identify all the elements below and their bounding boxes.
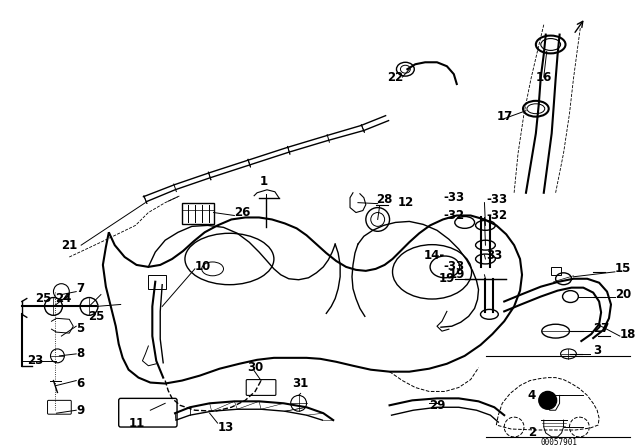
Text: -32: -32 <box>444 209 465 222</box>
Text: 19: 19 <box>448 268 465 281</box>
Text: 6: 6 <box>76 377 84 390</box>
Text: 16: 16 <box>536 71 552 84</box>
Text: 1: 1 <box>260 175 268 188</box>
Text: 33: 33 <box>486 249 502 262</box>
Text: -33: -33 <box>444 191 465 204</box>
Text: 5: 5 <box>76 322 84 335</box>
Text: 20: 20 <box>615 288 631 301</box>
Text: 10: 10 <box>195 260 211 273</box>
Text: 26: 26 <box>234 206 251 219</box>
Text: -33: -33 <box>486 193 508 206</box>
Text: 19: 19 <box>438 272 455 285</box>
Text: 13: 13 <box>218 421 234 434</box>
Text: 30: 30 <box>247 361 264 374</box>
Text: 31: 31 <box>292 378 308 391</box>
Text: 14-: 14- <box>424 249 445 262</box>
Text: 18: 18 <box>620 327 636 340</box>
Text: 25: 25 <box>88 310 104 323</box>
Text: 11: 11 <box>129 417 145 430</box>
Text: 21: 21 <box>61 239 77 252</box>
Text: 23: 23 <box>27 354 43 367</box>
Text: 22: 22 <box>388 71 404 84</box>
Text: -32: -32 <box>486 209 508 222</box>
Text: 25: 25 <box>35 292 52 305</box>
Circle shape <box>539 392 557 409</box>
Text: 17: 17 <box>496 110 513 123</box>
Text: 9: 9 <box>76 404 84 417</box>
Text: 4: 4 <box>527 389 536 402</box>
Text: 24: 24 <box>55 292 72 305</box>
Text: 15: 15 <box>615 263 631 276</box>
Text: 28: 28 <box>376 193 392 206</box>
Text: 27: 27 <box>593 322 609 335</box>
Text: 2: 2 <box>528 426 536 439</box>
Text: 12: 12 <box>397 196 413 209</box>
Text: 3: 3 <box>593 345 602 358</box>
Text: -33: -33 <box>444 260 465 273</box>
Text: 29: 29 <box>429 399 445 412</box>
Text: 8: 8 <box>76 347 84 360</box>
Text: 00057901: 00057901 <box>540 438 577 447</box>
Text: 7: 7 <box>76 282 84 295</box>
